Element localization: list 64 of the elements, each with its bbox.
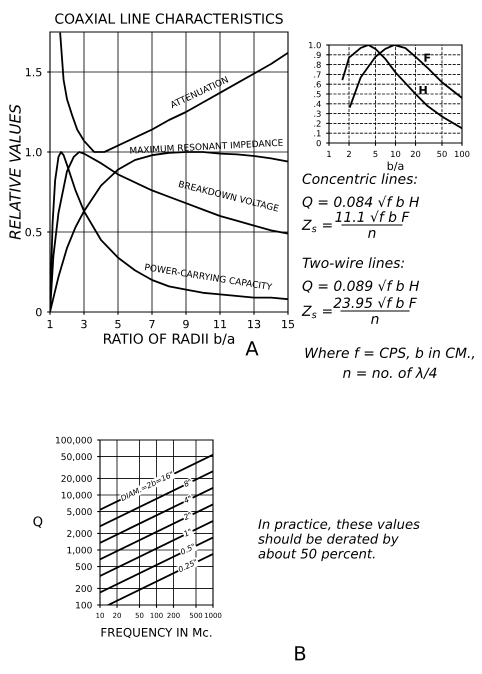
y-tick-label: 0: [36, 308, 42, 316]
text: Q = 0.084 √f b H: [302, 196, 420, 209]
y-tick-label: 1.5: [26, 68, 42, 76]
y-tick-label: 20,000: [61, 475, 92, 483]
x-axis-title: FREQUENCY IN Mc.: [102, 628, 212, 638]
y-tick-label: 100: [76, 602, 92, 609]
series-label: F: [424, 54, 430, 62]
x-tick-label: 11: [214, 320, 226, 328]
text: Concentric lines:: [302, 173, 417, 184]
x-tick-label: 1: [327, 150, 331, 157]
x-tick-label: 13: [248, 320, 260, 328]
x-tick-label: 10: [391, 150, 400, 158]
y-tick-label: .7: [314, 71, 321, 78]
y-tick-label: 1.0: [309, 42, 321, 48]
x-tick-label: 50: [437, 150, 447, 158]
text: Where f = CPS, b in CM.,: [306, 347, 474, 360]
y-tick-label: 50,000: [61, 453, 92, 462]
series-label: H: [419, 86, 427, 94]
x-tick-label: 7: [149, 320, 155, 328]
series-label: MAXIMUM RESONANT IMPEDANCE: [130, 138, 283, 154]
y-tick-label: .4: [314, 100, 321, 107]
x-tick-label: 2: [346, 150, 351, 157]
x-tick-label: 5: [115, 320, 121, 328]
y-tick-label: 200: [76, 585, 92, 592]
y-tick-label: .2: [314, 120, 321, 127]
y-tick-label: 500: [76, 563, 92, 570]
text: n: [368, 230, 376, 238]
x-axis-title: b/a: [388, 161, 404, 171]
y-tick-label: .1: [314, 130, 321, 136]
text: Q = 0.089 √f b H: [302, 280, 420, 293]
text: Z$_{s}$ =: [302, 220, 332, 232]
y-axis-title: Q: [33, 516, 42, 528]
y-tick-label: 2,000: [67, 530, 92, 538]
text: 11.1 √f b F: [335, 210, 410, 222]
text: In practice, these values should be derated by about 50 percent.: [258, 518, 420, 562]
y-tick-label: 5,000: [67, 508, 92, 516]
text: Z$_{s}$ =: [302, 306, 332, 318]
text: B: [295, 646, 306, 660]
y-tick-label: .5: [314, 91, 321, 98]
x-tick-label: 3: [81, 320, 87, 328]
y-tick-label: 100,000: [56, 436, 92, 444]
y-tick-label: 1.0: [26, 148, 42, 156]
text: Two-wire lines:: [302, 257, 404, 268]
y-tick-label: 10,000: [62, 492, 92, 500]
text: n = no. of λ/4: [343, 367, 436, 380]
x-tick-label: 100: [454, 150, 470, 158]
y-tick-label: .6: [314, 81, 321, 88]
y-tick-label: 0: [316, 140, 321, 146]
x-axis-title: RATIO OF RADII b/a: [104, 333, 234, 346]
x-tick-label: 9: [183, 320, 189, 328]
y-tick-label: .9: [314, 52, 321, 58]
y-tick-label: .3: [314, 110, 321, 117]
text: A: [246, 341, 258, 356]
x-tick-label: 1: [48, 320, 53, 328]
y-axis-title: RELATIVE VALUES: [9, 104, 21, 240]
chart-title: COAXIAL LINE CHARACTERISTICS: [55, 13, 283, 24]
x-tick-label: 15: [282, 320, 294, 328]
y-tick-label: 0.5: [25, 228, 42, 236]
text: 23.95 √f b F: [333, 296, 417, 308]
x-tick-label: 5: [373, 150, 378, 158]
text: n: [371, 316, 378, 324]
y-tick-label: .8: [314, 62, 321, 68]
x-tick-label: 20: [410, 150, 420, 158]
y-tick-label: 1,000: [68, 546, 92, 554]
